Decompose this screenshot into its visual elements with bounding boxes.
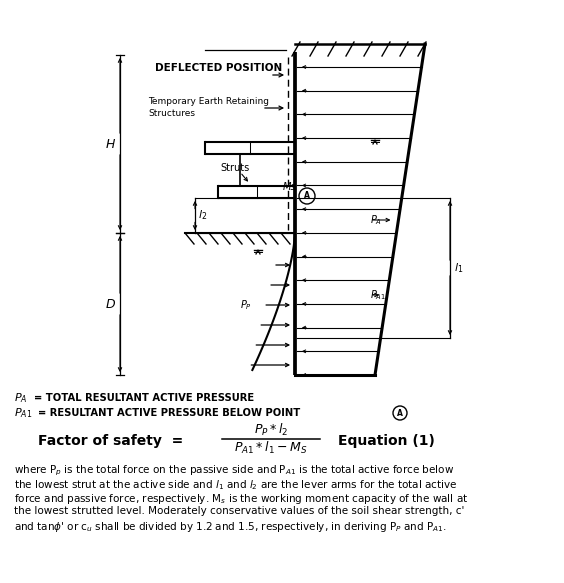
Text: $P_P$: $P_P$ xyxy=(240,298,252,312)
Text: H: H xyxy=(105,138,114,150)
Text: Temporary Earth Retaining: Temporary Earth Retaining xyxy=(148,97,269,107)
Text: A: A xyxy=(397,409,403,417)
Text: $P_{A1}$: $P_{A1}$ xyxy=(14,406,32,420)
Text: D: D xyxy=(105,297,115,311)
Text: force and passive force, respectively. M$_s$ is the working moment capacity of t: force and passive force, respectively. M… xyxy=(14,492,468,506)
Text: the lowest strutted level. Moderately conservative values of the soil shear stre: the lowest strutted level. Moderately co… xyxy=(14,506,464,516)
Text: Factor of safety  =: Factor of safety = xyxy=(38,434,183,448)
Text: $P_{A1} * l_1 - M_S$: $P_{A1} * l_1 - M_S$ xyxy=(234,440,308,456)
Text: $P_A$: $P_A$ xyxy=(370,213,382,227)
Text: $l_2$: $l_2$ xyxy=(198,209,207,222)
Text: the lowest strut at the active side and $l_1$ and $l_2$ are the lever arms for t: the lowest strut at the active side and … xyxy=(14,478,457,492)
Text: DEFLECTED POSITION: DEFLECTED POSITION xyxy=(155,63,282,73)
Text: $P_P * l_2$: $P_P * l_2$ xyxy=(254,422,288,438)
Text: Ms: Ms xyxy=(283,182,297,192)
Text: = TOTAL RESULTANT ACTIVE PRESSURE: = TOTAL RESULTANT ACTIVE PRESSURE xyxy=(34,393,254,403)
Text: where P$_p$ is the total force on the passive side and P$_{A1}$ is the total act: where P$_p$ is the total force on the pa… xyxy=(14,464,454,479)
Text: $P_A$: $P_A$ xyxy=(14,391,28,405)
Text: A: A xyxy=(304,191,310,201)
Text: $P_{A1}$: $P_{A1}$ xyxy=(370,288,386,302)
Text: = RESULTANT ACTIVE PRESSURE BELOW POINT: = RESULTANT ACTIVE PRESSURE BELOW POINT xyxy=(38,408,300,418)
Text: Structures: Structures xyxy=(148,110,195,118)
Text: Equation (1): Equation (1) xyxy=(338,434,435,448)
Text: and tan$\phi$' or c$_u$ shall be divided by 1.2 and 1.5, respectively, in derivi: and tan$\phi$' or c$_u$ shall be divided… xyxy=(14,520,447,534)
Text: Struts: Struts xyxy=(220,163,249,173)
Text: $l_1$: $l_1$ xyxy=(454,261,463,275)
